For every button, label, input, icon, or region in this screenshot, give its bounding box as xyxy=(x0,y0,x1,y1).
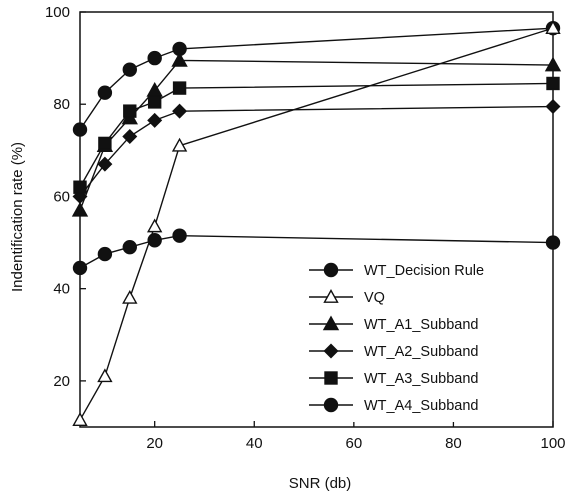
data-point xyxy=(544,56,562,72)
data-point xyxy=(122,129,138,144)
series-line xyxy=(79,27,554,421)
y-tick-label: 20 xyxy=(53,373,70,390)
series-5 xyxy=(73,76,560,194)
legend: WT_Decision Rule VQ WT_A1_Subband WT_A2_Sub… xyxy=(300,250,530,422)
plot-area-border xyxy=(79,11,554,428)
data-point xyxy=(147,95,162,109)
legend-item: WT_A1_Subband xyxy=(309,315,478,333)
data-point xyxy=(72,122,88,137)
data-point xyxy=(147,112,163,128)
y-tick-label: 80 xyxy=(53,96,70,113)
series-line xyxy=(79,59,554,211)
plot-frame xyxy=(79,11,554,428)
legend-label: WT_A1_Subband xyxy=(364,317,478,333)
series-line xyxy=(79,105,554,197)
data-point xyxy=(545,235,561,250)
legend-item: WT_A4_Subband xyxy=(309,397,478,414)
series-line xyxy=(79,27,554,130)
series-line xyxy=(79,82,554,188)
legend-marker xyxy=(323,343,339,359)
data-point xyxy=(97,246,113,262)
x-axis-title: SNR (db) xyxy=(289,475,352,492)
data-point xyxy=(172,228,187,243)
data-point xyxy=(97,156,113,172)
data-point xyxy=(97,368,113,383)
legend-label: VQ xyxy=(364,290,385,306)
legend-item: VQ xyxy=(309,289,385,306)
legend-label: WT_A2_Subband xyxy=(364,344,478,360)
x-tick-label: 20 xyxy=(146,435,163,452)
data-point xyxy=(546,76,560,91)
data-point xyxy=(73,180,87,194)
data-point xyxy=(122,289,138,304)
legend-item: WT_Decision Rule xyxy=(309,262,484,279)
data-point xyxy=(123,104,137,118)
y-tick-label: 60 xyxy=(53,188,70,205)
y-tick-label: 40 xyxy=(53,281,70,298)
series-4 xyxy=(72,99,561,204)
series-3 xyxy=(71,51,562,217)
series-layer xyxy=(71,20,562,426)
x-axis-ticks: 20 40 60 80 100 xyxy=(146,421,565,452)
legend-marker xyxy=(324,371,338,385)
legend-background xyxy=(300,250,530,422)
y-axis-title: Indentification rate (%) xyxy=(9,142,26,292)
data-point xyxy=(97,85,113,100)
data-point xyxy=(72,260,88,276)
x-tick-label: 80 xyxy=(445,435,462,452)
legend-marker xyxy=(323,262,339,278)
series-2 xyxy=(72,20,561,426)
data-point xyxy=(147,233,162,248)
legend-item: WT_A3_Subband xyxy=(309,371,478,387)
legend-marker xyxy=(323,289,339,303)
x-tick-label: 60 xyxy=(345,435,362,452)
data-point xyxy=(146,218,163,233)
data-point xyxy=(171,137,188,152)
x-tick-label: 40 xyxy=(246,435,263,452)
data-point xyxy=(172,81,187,95)
data-point xyxy=(172,103,188,119)
legend-label: WT_A3_Subband xyxy=(364,371,478,387)
data-point xyxy=(171,51,188,67)
data-point xyxy=(122,239,137,255)
data-point xyxy=(147,50,162,66)
legend-item: WT_A2_Subband xyxy=(309,343,478,360)
legend-label: WT_A4_Subband xyxy=(364,398,478,414)
data-point xyxy=(72,412,88,426)
y-tick-label: 100 xyxy=(45,4,70,21)
data-point xyxy=(545,20,561,35)
legend-label: WT_Decision Rule xyxy=(364,263,484,279)
legend-marker xyxy=(322,315,340,331)
data-point xyxy=(98,136,112,151)
series-1 xyxy=(72,20,561,137)
data-point xyxy=(545,99,561,115)
data-point xyxy=(122,62,137,77)
legend-marker xyxy=(323,397,339,413)
x-tick-label: 100 xyxy=(540,435,565,452)
series-6 xyxy=(72,228,561,276)
data-point xyxy=(71,201,89,217)
